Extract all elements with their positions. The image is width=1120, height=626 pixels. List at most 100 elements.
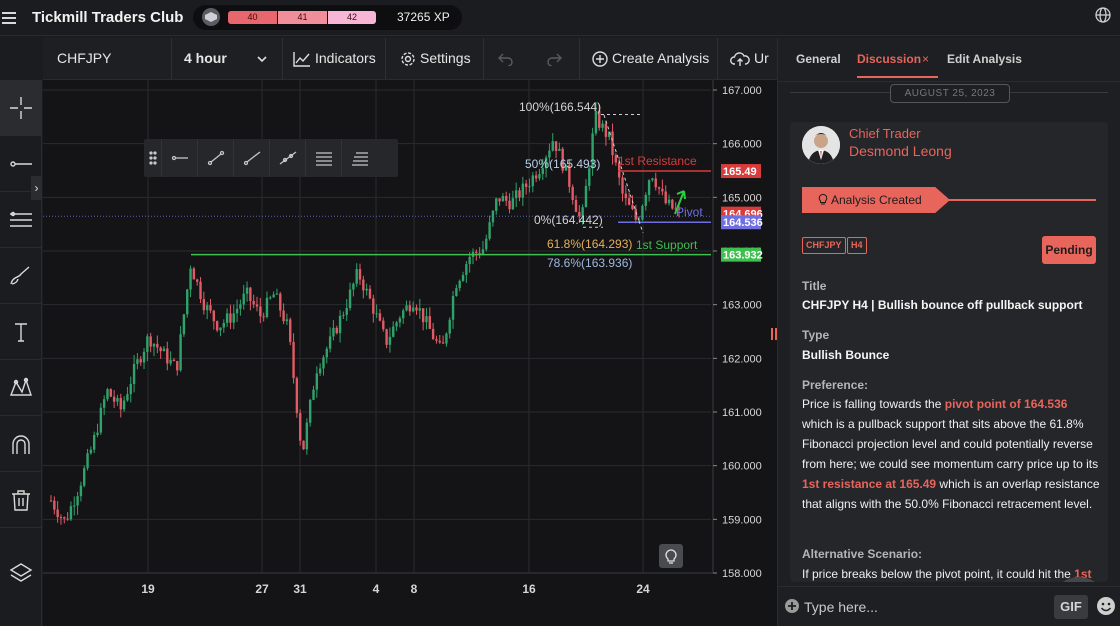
level-segment: 41 (278, 11, 327, 24)
candle-body (631, 204, 634, 210)
candle-body (425, 316, 428, 323)
fib-retracement-tool[interactable] (306, 139, 342, 177)
candle-body (651, 178, 654, 181)
magnet-icon (12, 434, 30, 454)
panel-resize-handle[interactable] (771, 328, 777, 340)
drag-handle-icon[interactable] (144, 139, 162, 177)
candle-body (196, 279, 199, 282)
close-tab-icon[interactable]: × (922, 52, 930, 66)
settings-button[interactable]: Settings (386, 38, 484, 79)
candle-body (571, 186, 574, 200)
symbol-selector[interactable]: CHFJPY (43, 38, 172, 79)
fib-786-label: 78.6%(163.936) (547, 256, 632, 270)
segment-icon (207, 150, 224, 166)
time-tick-label: 27 (255, 582, 269, 596)
candle-body (375, 313, 378, 315)
redo-button[interactable] (532, 38, 580, 79)
gif-button[interactable]: GIF (1054, 595, 1088, 619)
fib-extension-tool[interactable] (342, 139, 378, 177)
redo-icon (546, 53, 562, 67)
fib-618-label: 61.8%(164.293) (547, 237, 632, 251)
candle-body (594, 110, 598, 134)
author-name[interactable]: Desmond Leong (849, 143, 952, 159)
avatar[interactable] (802, 126, 840, 164)
xp-progress[interactable]: 40 41 42 37265 XP (193, 5, 462, 30)
candle-body (647, 180, 651, 195)
globe-icon[interactable] (1094, 6, 1112, 24)
candle-body (528, 186, 531, 188)
chart-canvas[interactable]: 100%(166.544) 50%(165.493) 0%(164.442) 6… (43, 80, 777, 626)
time-tick-label: 4 (373, 582, 380, 596)
text-tool[interactable] (0, 304, 42, 360)
horizontal-ray-tool[interactable] (162, 139, 198, 177)
channel-tool[interactable] (0, 192, 42, 248)
magnet-tool[interactable] (0, 416, 42, 472)
candle-body (269, 297, 272, 299)
line-chart-icon (293, 52, 310, 67)
candle-body (99, 407, 103, 433)
candle-body (588, 168, 591, 186)
candle-body (408, 305, 412, 312)
fib-0-label: 0%(164.442) (534, 213, 603, 227)
time-tick-label: 8 (411, 582, 418, 596)
timeframe-tag[interactable]: H4 (847, 237, 867, 254)
tab-edit-analysis[interactable]: Edit Analysis (947, 52, 1022, 66)
segment-tool[interactable] (198, 139, 234, 177)
xp-points: 37265 XP (397, 10, 450, 24)
candle-body (451, 295, 455, 320)
candle-body (445, 333, 448, 344)
chart-toolbar: CHFJPY 4 hour Indicators Settings Create… (43, 38, 777, 80)
candle-body (142, 351, 146, 363)
type-label: Type (802, 328, 830, 342)
delete-drawings-tool[interactable] (0, 472, 42, 528)
candle-body (402, 310, 405, 319)
scroll-down-button[interactable] (1051, 577, 1107, 582)
create-analysis-button[interactable]: Create Analysis (580, 38, 718, 79)
add-attachment-icon[interactable] (784, 598, 800, 614)
candle-body (86, 453, 89, 469)
candle-body (634, 209, 638, 220)
lightbulb-icon[interactable] (659, 544, 683, 568)
ray-tool[interactable] (234, 139, 270, 177)
candle-body (461, 274, 465, 281)
candle-body (621, 177, 624, 194)
candle-body (505, 195, 508, 201)
alternative-text-part: If price breaks below the pivot point, i… (802, 567, 1075, 581)
candle-body (83, 468, 86, 486)
candle-body (382, 320, 385, 330)
undo-button[interactable] (484, 38, 532, 79)
indicators-button[interactable]: Indicators (283, 38, 386, 79)
candle-body (608, 131, 611, 137)
candle-body (418, 308, 422, 311)
candle-body (574, 199, 578, 212)
crosshair-tool[interactable] (0, 80, 42, 136)
candle-body (365, 288, 368, 291)
hamburger-menu-icon[interactable] (0, 9, 18, 27)
extended-line-tool[interactable] (270, 139, 306, 177)
candle-body (119, 398, 122, 410)
message-input[interactable] (804, 595, 1044, 619)
candle-body (385, 329, 388, 345)
candle-body (604, 123, 608, 137)
pattern-tool[interactable] (0, 360, 42, 416)
candle-body (644, 194, 647, 206)
upload-button[interactable]: Ur (718, 38, 778, 79)
tab-discussion[interactable]: Discussion (857, 52, 922, 66)
layers-tool[interactable] (0, 545, 42, 601)
candle-body (275, 293, 279, 295)
brush-tool[interactable] (0, 248, 42, 304)
candle-body (544, 157, 548, 169)
candle-body (292, 341, 295, 379)
emoji-icon[interactable] (1096, 596, 1116, 616)
candle-body (225, 313, 229, 323)
symbol-tag[interactable]: CHFJPY (802, 237, 846, 254)
candle-body (614, 155, 618, 163)
candle-body (239, 304, 242, 309)
tab-general[interactable]: General (796, 52, 841, 66)
expand-tools-arrow[interactable]: › (31, 176, 42, 200)
trend-line-tool[interactable] (0, 136, 42, 192)
price-chart[interactable]: 100%(166.544) 50%(165.493) 0%(164.442) 6… (43, 80, 777, 626)
interval-dropdown[interactable]: 4 hour (172, 38, 283, 79)
bullish-arrow-icon (674, 190, 686, 215)
